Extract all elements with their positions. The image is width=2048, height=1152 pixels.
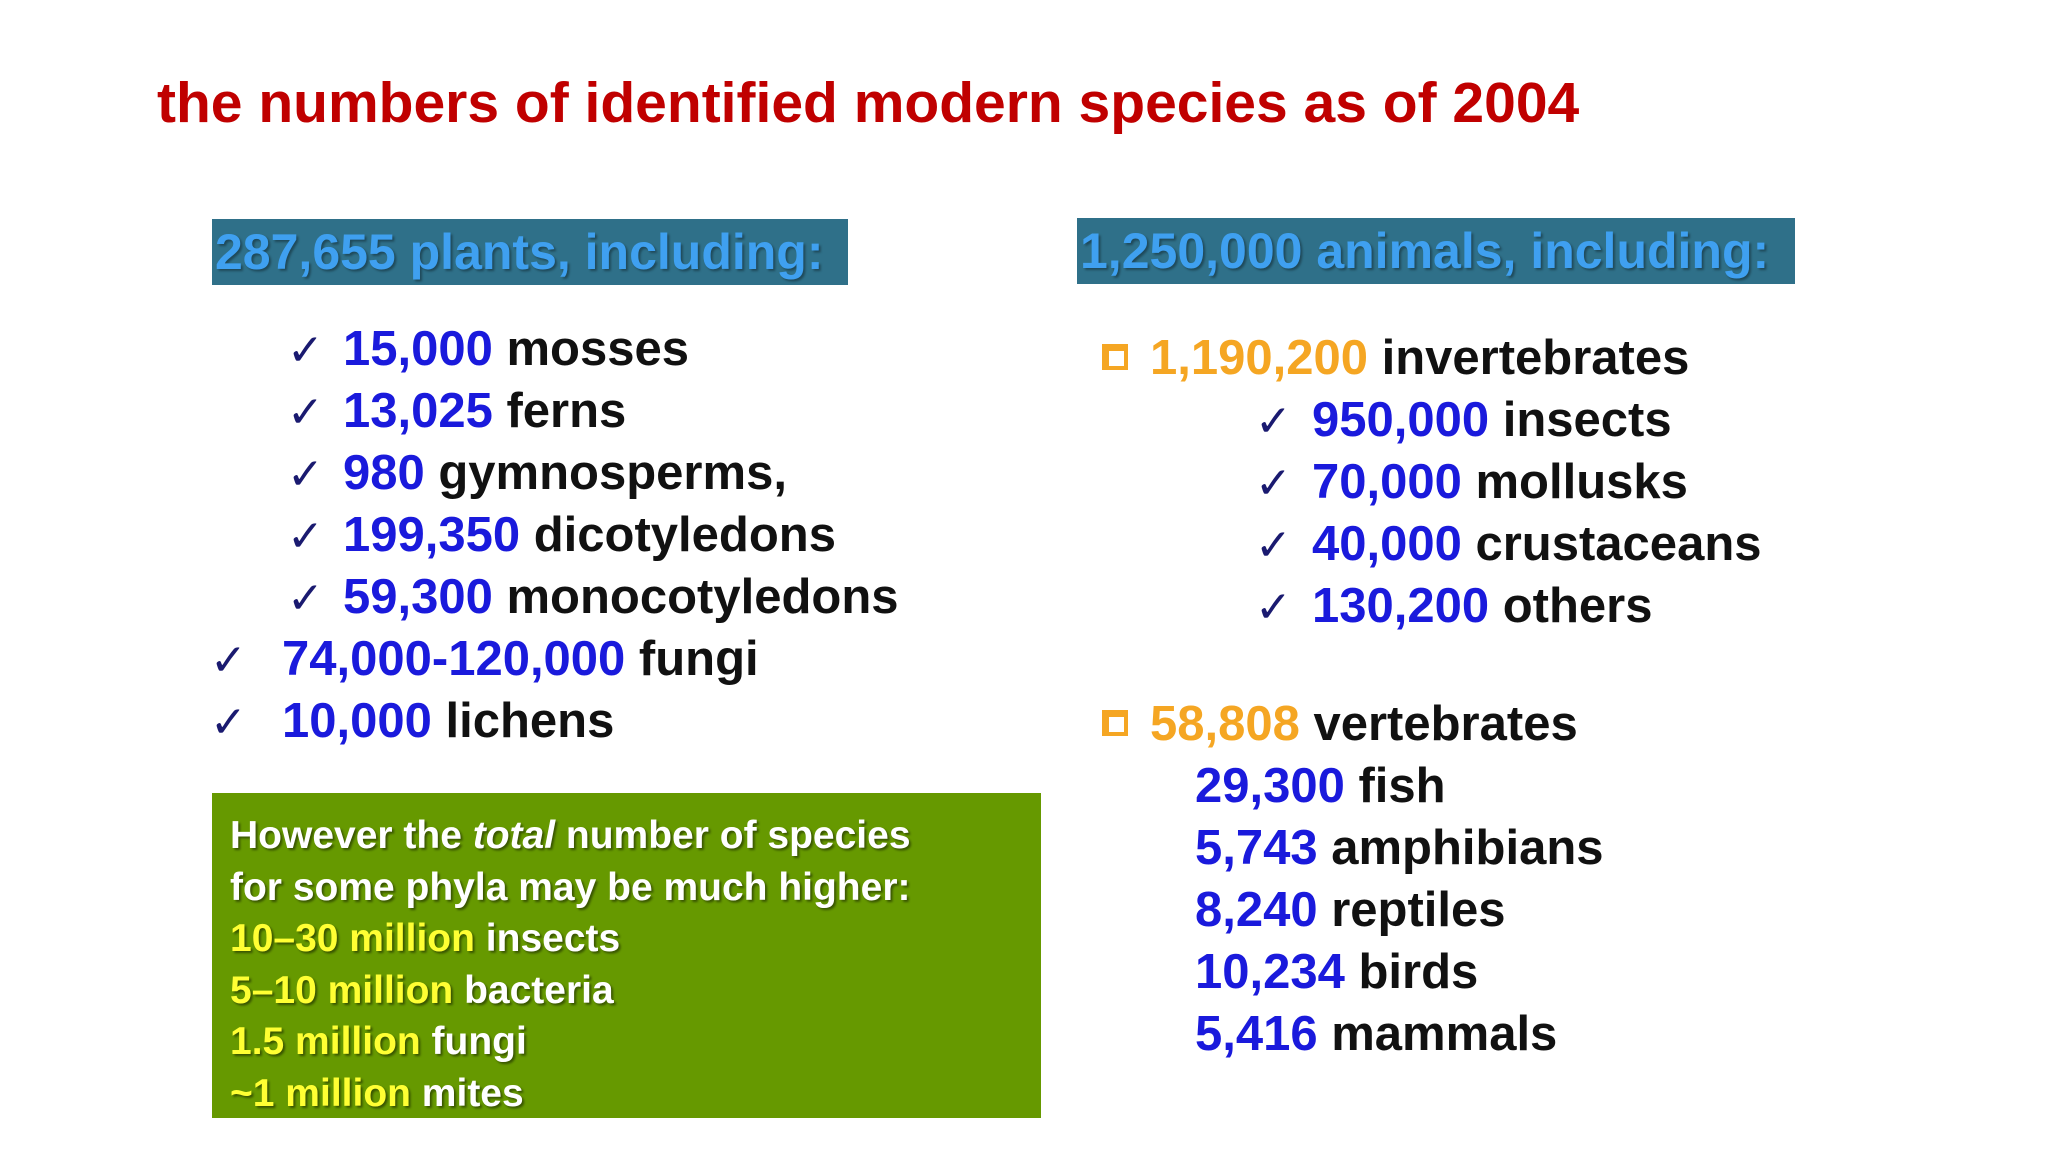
plant-item-fungi: ✓ 74,000-120,000 fungi [210, 628, 759, 690]
plant-item-dicotyledons: ✓ 199,350 dicotyledons [287, 504, 836, 566]
plant-item-mosses: ✓ 15,000 mosses [287, 318, 689, 380]
note-item-fungi: 1.5 million fungi [230, 1020, 527, 1063]
slide-title: the numbers of identified modern species… [157, 71, 1580, 135]
check-icon: ✓ [1255, 458, 1292, 509]
animals-header: 1,250,000 animals, including: [1077, 218, 1795, 284]
vertebrate-item-birds: 10,234 birds [1195, 945, 1479, 999]
vertebrate-item-amphibians: 5,743 amphibians [1195, 821, 1604, 875]
check-icon: ✓ [1255, 396, 1292, 447]
plant-item-lichens: ✓ 10,000 lichens [210, 690, 614, 752]
plants-header: 287,655 plants, including: [212, 219, 848, 285]
invertebrate-item-others: ✓ 130,200 others [1255, 575, 1653, 637]
check-icon: ✓ [287, 511, 324, 562]
animal-group-invertebrates: 1,190,200 invertebrates [1102, 327, 1689, 389]
invertebrate-item-mollusks: ✓ 70,000 mollusks [1255, 451, 1688, 513]
check-icon: ✓ [287, 449, 324, 500]
check-icon: ✓ [210, 697, 247, 748]
note-item-insects: 10–30 million insects [230, 917, 621, 960]
invertebrate-item-insects: ✓ 950,000 insects [1255, 389, 1672, 451]
check-icon: ✓ [1255, 582, 1292, 633]
check-icon: ✓ [1255, 520, 1292, 571]
plant-item-ferns: ✓ 13,025 ferns [287, 380, 626, 442]
note-item-bacteria: 5–10 million bacteria [230, 968, 614, 1012]
vertebrate-item-fish: 29,300 fish [1195, 759, 1446, 813]
plant-item-monocotyledons: ✓ 59,300 monocotyledons [287, 566, 899, 628]
note-item-mites: ~1 million mites [230, 1071, 524, 1115]
plant-item-gymnosperms: ✓ 980 gymnosperms, [287, 442, 787, 504]
check-icon: ✓ [287, 573, 324, 624]
square-bullet-icon [1102, 344, 1128, 371]
total-species-note: However the total number of species for … [212, 793, 1041, 1118]
animal-group-vertebrates: 58,808 vertebrates [1102, 693, 1578, 755]
check-icon: ✓ [287, 387, 324, 438]
invertebrate-item-crustaceans: ✓ 40,000 crustaceans [1255, 513, 1762, 575]
note-line-2: for some phyla may be much higher: [230, 865, 911, 909]
check-icon: ✓ [210, 635, 247, 686]
note-line-1: However the total number of species [230, 814, 911, 857]
vertebrate-item-mammals: 5,416 mammals [1195, 1007, 1558, 1061]
vertebrate-item-reptiles: 8,240 reptiles [1195, 883, 1506, 937]
check-icon: ✓ [287, 325, 324, 376]
square-bullet-icon [1102, 710, 1128, 737]
